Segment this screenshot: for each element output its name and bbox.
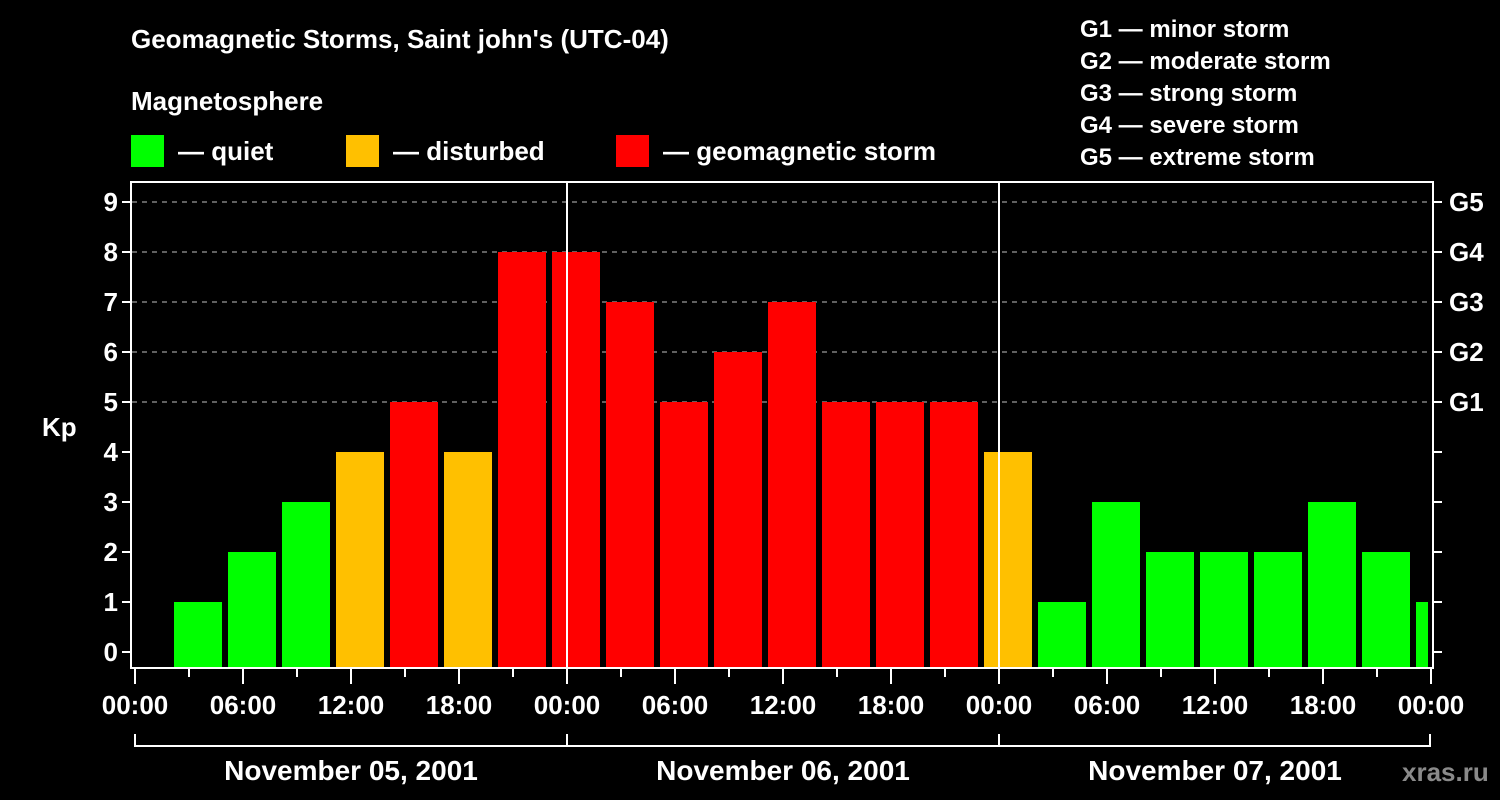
- kp-bar: [606, 302, 654, 667]
- x-tick-label: 06:00: [209, 690, 277, 720]
- kp-bar: [1200, 552, 1248, 667]
- kp-bar: [1362, 552, 1410, 667]
- g-tick-label: G5: [1449, 187, 1484, 217]
- kp-bar: [282, 502, 330, 667]
- legend-disturbed: — disturbed: [346, 134, 545, 168]
- y-tick-label: 1: [103, 587, 118, 617]
- kp-bar: [336, 452, 384, 667]
- chart-title: Geomagnetic Storms, Saint john's (UTC-04…: [131, 24, 669, 54]
- axes-lines: [122, 181, 1442, 747]
- swatch-storm-icon: [616, 135, 649, 167]
- kp-bar: [1038, 602, 1086, 667]
- x-tick-label: 18:00: [1289, 690, 1357, 720]
- g-tick-label: G1: [1449, 387, 1484, 417]
- g-scale-item: G3 — strong storm: [1080, 80, 1298, 107]
- x-tick-label: 06:00: [1073, 690, 1141, 720]
- legend-disturbed-label: — disturbed: [393, 135, 545, 166]
- g-tick-label: G4: [1449, 237, 1484, 267]
- legend-quiet-label: — quiet: [178, 135, 274, 166]
- g-tick-label: G3: [1449, 287, 1484, 317]
- y-tick-label: 7: [103, 287, 118, 317]
- kp-bar: [228, 552, 276, 667]
- kp-bar: [930, 402, 978, 667]
- date-label: November 05, 2001: [224, 755, 478, 786]
- y-tick-label: 9: [103, 187, 118, 217]
- kp-bar: [498, 252, 546, 667]
- kp-bar: [174, 602, 222, 667]
- g-scale-item: G5 — extreme storm: [1080, 144, 1315, 171]
- watermark: xras.ru: [1402, 757, 1489, 787]
- kp-bar: [768, 302, 816, 667]
- x-tick-label: 00:00: [1397, 690, 1465, 720]
- kp-bar: [552, 252, 600, 667]
- x-tick-label: 12:00: [749, 690, 817, 720]
- kp-bar: [984, 452, 1032, 667]
- kp-bar: [876, 402, 924, 667]
- date-label: November 07, 2001: [1088, 755, 1342, 786]
- g-scale-item: G1 — minor storm: [1080, 16, 1290, 43]
- bars: [174, 252, 1428, 667]
- y-tick-label: 2: [103, 537, 118, 567]
- swatch-quiet-icon: [131, 135, 164, 167]
- kp-bar: [390, 402, 438, 667]
- x-tick-label: 18:00: [857, 690, 925, 720]
- x-tick-label: 12:00: [1181, 690, 1249, 720]
- legend-subtitle: Magnetosphere: [131, 86, 324, 116]
- date-label: November 06, 2001: [656, 755, 910, 786]
- kp-bar: [660, 402, 708, 667]
- x-tick-label: 18:00: [425, 690, 493, 720]
- y-axis-label: Kp: [42, 412, 77, 442]
- kp-bar: [714, 352, 762, 667]
- kp-bar: [1146, 552, 1194, 667]
- kp-bar: [822, 402, 870, 667]
- g-scale-legend: G1 — minor storm G2 — moderate storm G3 …: [1080, 14, 1331, 174]
- x-tick-label: 00:00: [965, 690, 1033, 720]
- legend-quiet: — quiet: [131, 134, 273, 168]
- g-tick-label: G2: [1449, 337, 1484, 367]
- x-tick-label: 00:00: [533, 690, 601, 720]
- y-tick-label: 6: [103, 337, 118, 367]
- y-tick-label: 4: [103, 437, 118, 467]
- kp-bar: [444, 452, 492, 667]
- kp-bar: [1416, 602, 1428, 667]
- x-tick-label: 06:00: [641, 690, 709, 720]
- x-tick-label: 12:00: [317, 690, 385, 720]
- kp-bar: [1254, 552, 1302, 667]
- y-tick-label: 0: [103, 637, 118, 667]
- y-tick-label: 8: [103, 237, 118, 267]
- x-tick-label: 00:00: [101, 690, 169, 720]
- legend-storm-label: — geomagnetic storm: [663, 135, 937, 166]
- y-tick-label: 5: [103, 387, 118, 417]
- g-scale-item: G4 — severe storm: [1080, 112, 1299, 139]
- y-tick-label: 3: [103, 487, 118, 517]
- legend-storm: — geomagnetic storm: [616, 134, 936, 168]
- kp-bar: [1308, 502, 1356, 667]
- g-scale-item: G2 — moderate storm: [1080, 48, 1331, 75]
- swatch-disturbed-icon: [346, 135, 379, 167]
- kp-bar: [1092, 502, 1140, 667]
